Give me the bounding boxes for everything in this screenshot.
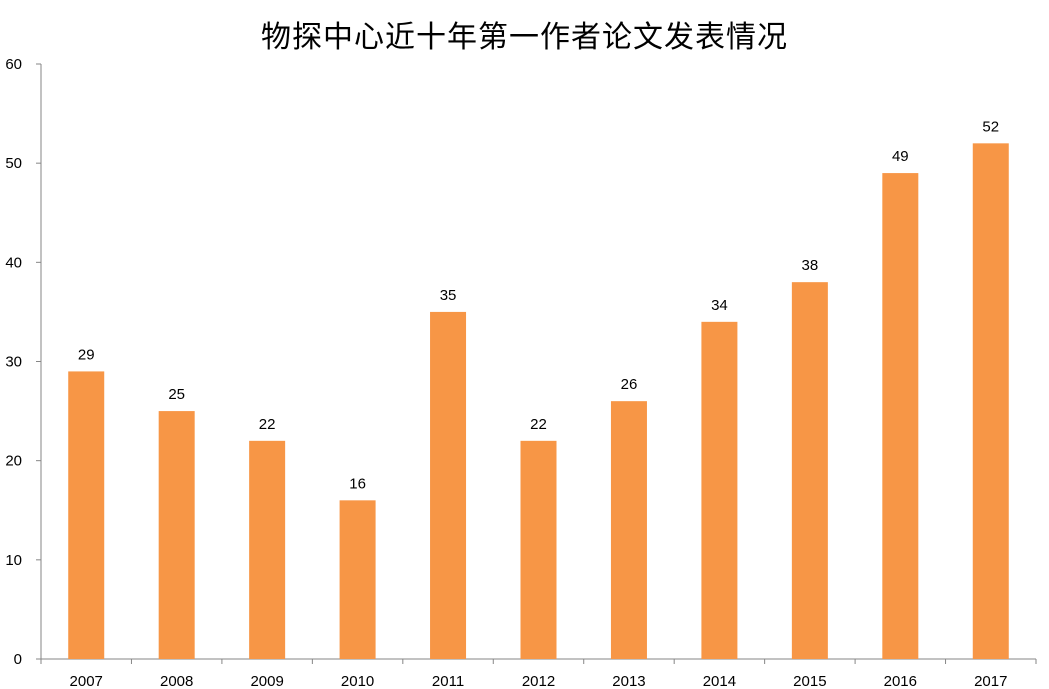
- bar-2011: [430, 311, 467, 659]
- y-tick-label: 0: [14, 651, 22, 668]
- chart-bars: [68, 143, 1009, 660]
- y-tick-label: 40: [5, 254, 22, 271]
- y-tick-label: 20: [5, 453, 22, 470]
- chart-title: 物探中心近十年第一作者论文发表情况: [261, 20, 788, 55]
- bar-2013: [610, 401, 647, 659]
- x-tick-label: 2015: [793, 673, 826, 689]
- x-tick-label: 2010: [341, 673, 374, 689]
- bar-2010: [339, 500, 376, 659]
- data-label: 38: [802, 257, 819, 274]
- bar-2009: [249, 440, 286, 659]
- y-tick-label: 50: [5, 155, 22, 172]
- x-tick-label: 2013: [612, 673, 645, 689]
- x-tick-label: 2012: [522, 673, 555, 689]
- x-tick-label: 2017: [974, 673, 1007, 689]
- data-label: 22: [259, 416, 276, 433]
- data-label: 22: [530, 416, 547, 433]
- y-tick-label: 60: [5, 56, 22, 73]
- bar-2008: [158, 411, 195, 659]
- x-tick-label: 2014: [703, 673, 736, 689]
- data-label: 34: [711, 297, 728, 314]
- chart-labels: 0 10 20 30 40 50 60 29 2007 25 2008 22 2009 16 2010 35 2…: [5, 56, 1007, 689]
- bar-2016: [882, 173, 919, 660]
- x-tick-label: 2008: [160, 673, 193, 689]
- data-label: 49: [892, 148, 909, 165]
- x-tick-label: 2011: [432, 673, 464, 689]
- bar-2015: [791, 282, 828, 659]
- data-label: 16: [349, 475, 366, 492]
- bar-2017: [972, 143, 1009, 660]
- y-tick-label: 10: [5, 552, 22, 569]
- data-label: 29: [78, 346, 95, 363]
- x-tick-label: 2016: [884, 673, 917, 689]
- bar-2014: [701, 321, 738, 659]
- data-label: 25: [168, 386, 185, 403]
- x-tick-label: 2009: [250, 673, 283, 689]
- y-tick-label: 30: [5, 354, 22, 371]
- data-label: 35: [440, 287, 457, 304]
- x-tick-label: 2007: [70, 673, 103, 689]
- bar-2007: [68, 371, 105, 659]
- data-label: 26: [621, 376, 638, 393]
- bar-2012: [520, 440, 557, 659]
- data-label: 52: [982, 118, 999, 135]
